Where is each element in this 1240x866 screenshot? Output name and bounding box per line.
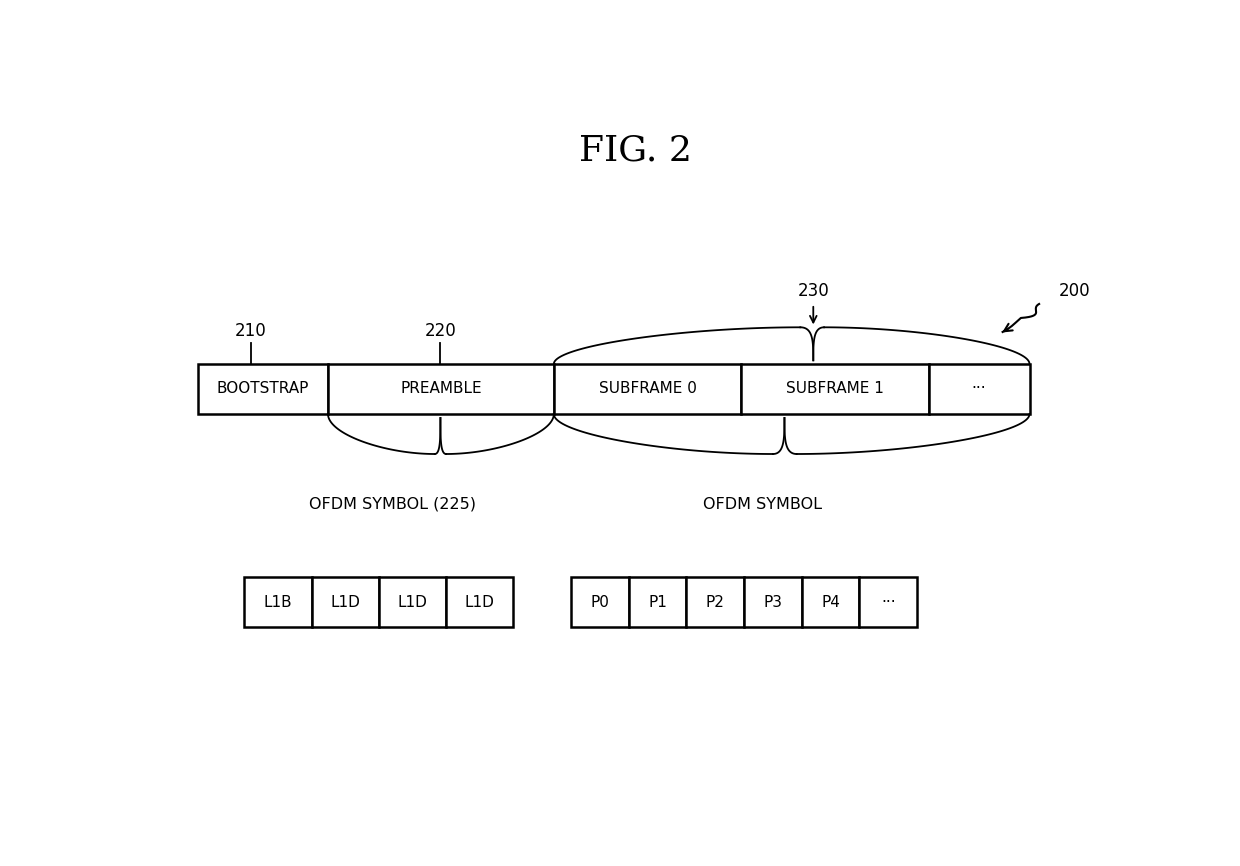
- Text: P0: P0: [590, 595, 609, 610]
- Text: L1D: L1D: [330, 595, 360, 610]
- Text: 220: 220: [424, 321, 456, 339]
- Text: L1B: L1B: [264, 595, 293, 610]
- Text: ···: ···: [880, 595, 895, 610]
- Bar: [742, 364, 929, 414]
- Text: BOOTSTRAP: BOOTSTRAP: [217, 382, 309, 397]
- Bar: [744, 578, 802, 627]
- Bar: [572, 578, 629, 627]
- Text: SUBFRAME 0: SUBFRAME 0: [599, 382, 697, 397]
- Bar: [687, 578, 744, 627]
- Text: L1D: L1D: [398, 595, 428, 610]
- Text: SUBFRAME 1: SUBFRAME 1: [786, 382, 884, 397]
- Text: P2: P2: [706, 595, 724, 610]
- Bar: [802, 578, 859, 627]
- Text: OFDM SYMBOL (225): OFDM SYMBOL (225): [309, 496, 476, 512]
- Text: FIG. 2: FIG. 2: [579, 133, 692, 168]
- Text: L1D: L1D: [465, 595, 495, 610]
- Text: P1: P1: [649, 595, 667, 610]
- Text: PREAMBLE: PREAMBLE: [401, 382, 481, 397]
- Bar: [198, 364, 327, 414]
- Bar: [629, 578, 687, 627]
- Bar: [311, 578, 379, 627]
- Bar: [244, 578, 311, 627]
- Text: OFDM SYMBOL: OFDM SYMBOL: [703, 496, 822, 512]
- Text: ···: ···: [972, 382, 986, 397]
- Text: P4: P4: [821, 595, 839, 610]
- Text: 200: 200: [1058, 281, 1090, 300]
- Bar: [929, 364, 1029, 414]
- Text: 230: 230: [797, 281, 830, 300]
- Bar: [379, 578, 446, 627]
- Text: P3: P3: [764, 595, 782, 610]
- Bar: [554, 364, 742, 414]
- Bar: [327, 364, 554, 414]
- Text: 210: 210: [236, 321, 267, 339]
- Bar: [446, 578, 513, 627]
- Bar: [859, 578, 918, 627]
